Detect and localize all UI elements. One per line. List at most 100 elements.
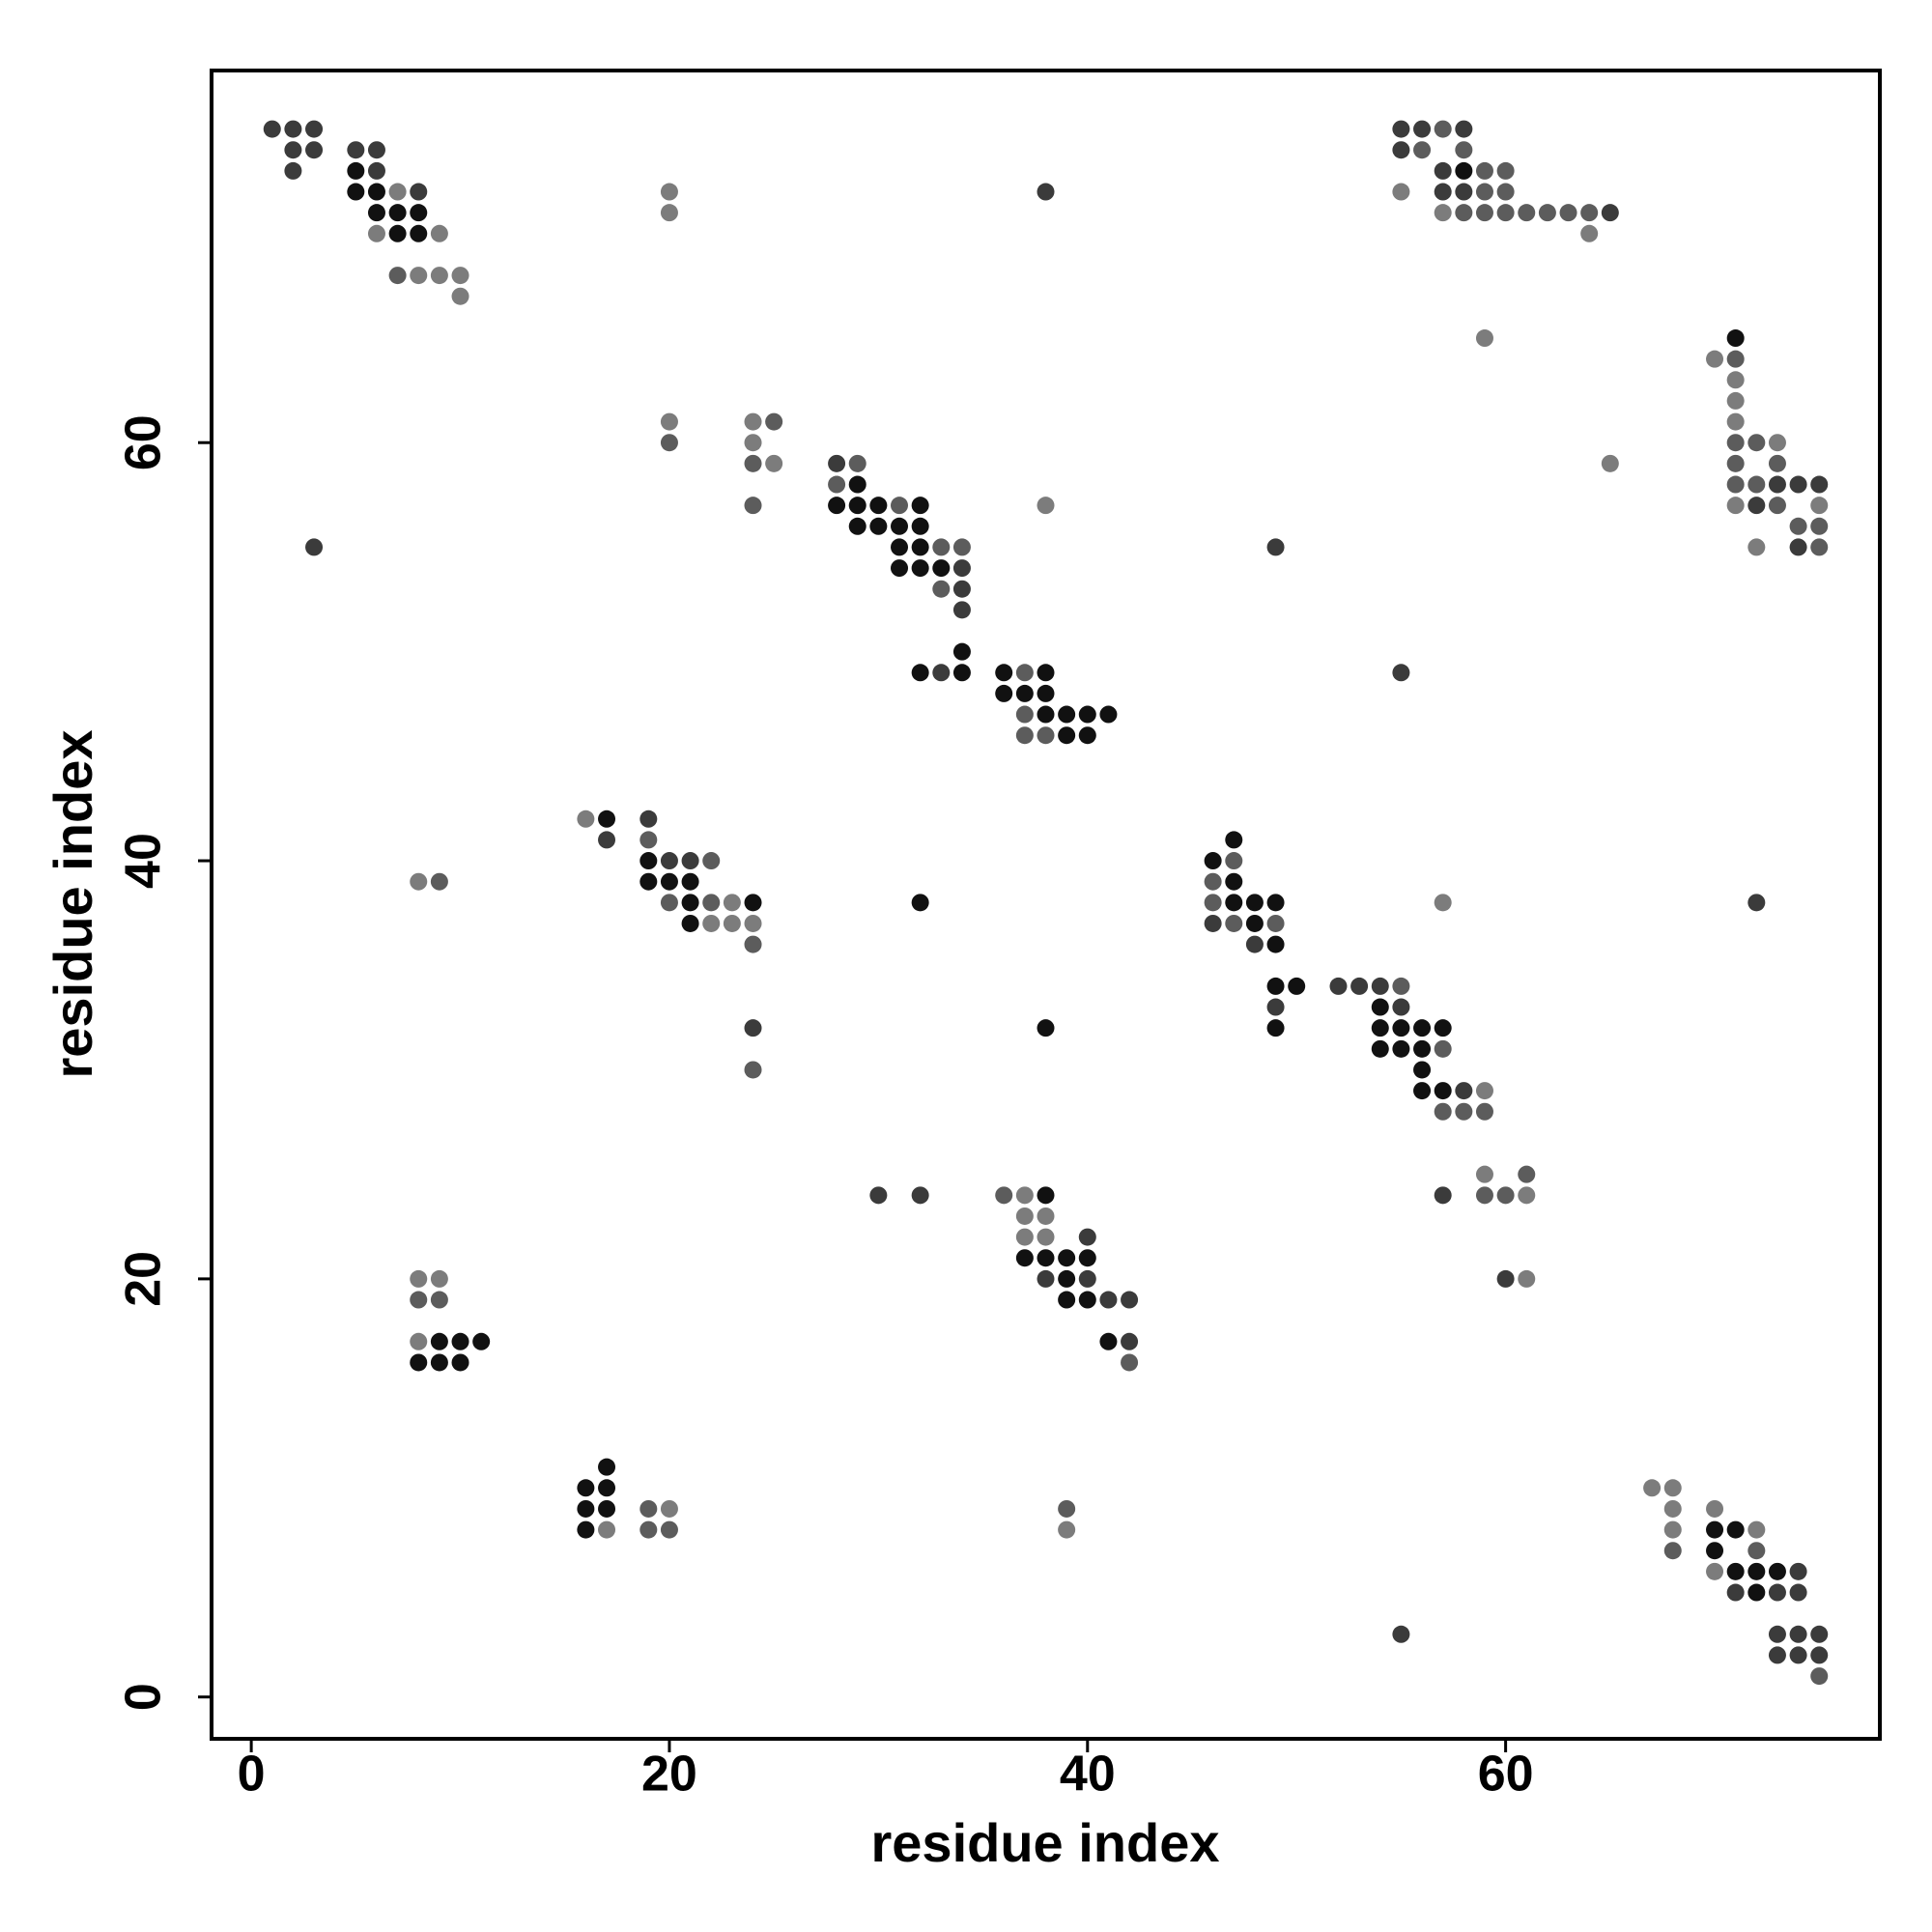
point: [1204, 914, 1222, 932]
point: [430, 1353, 448, 1372]
point: [744, 935, 762, 953]
point: [1726, 475, 1745, 494]
point: [1078, 726, 1096, 745]
point: [1078, 1228, 1096, 1246]
point: [1392, 977, 1410, 995]
point: [891, 517, 909, 535]
point: [1475, 204, 1493, 222]
point: [1601, 204, 1619, 222]
point: [598, 1499, 616, 1518]
point: [1037, 726, 1055, 745]
point: [1768, 475, 1786, 494]
point: [367, 161, 385, 180]
point: [1371, 1039, 1389, 1058]
point: [1455, 183, 1473, 201]
point: [744, 914, 762, 932]
point: [1789, 1562, 1807, 1580]
point: [639, 1499, 658, 1518]
point: [911, 1186, 929, 1205]
point: [1789, 538, 1807, 556]
point: [639, 1520, 658, 1539]
point: [1747, 1583, 1766, 1602]
point: [660, 894, 678, 912]
point: [1768, 1583, 1786, 1602]
point: [911, 894, 929, 912]
point: [1037, 497, 1055, 515]
point: [1475, 183, 1493, 201]
point: [1601, 454, 1619, 472]
point: [598, 1520, 616, 1539]
point: [1726, 454, 1745, 472]
point: [1580, 204, 1599, 222]
point: [1015, 664, 1034, 682]
point: [410, 183, 428, 201]
point: [1413, 1061, 1432, 1079]
point: [1434, 120, 1452, 138]
point: [430, 1269, 448, 1288]
point: [1015, 1249, 1034, 1267]
point: [952, 559, 971, 578]
point: [1810, 538, 1829, 556]
point: [1225, 831, 1243, 849]
point: [1392, 1039, 1410, 1058]
point: [1496, 161, 1515, 180]
point: [367, 204, 385, 222]
point: [472, 1332, 491, 1350]
point: [1058, 726, 1076, 745]
point: [1434, 161, 1452, 180]
point: [1768, 1562, 1786, 1580]
point: [577, 810, 595, 828]
point: [1037, 1186, 1055, 1205]
point: [410, 872, 428, 891]
point: [577, 1479, 595, 1497]
point: [1392, 120, 1410, 138]
point: [1810, 475, 1829, 494]
point: [430, 1291, 448, 1309]
point: [451, 267, 469, 285]
point: [1518, 204, 1536, 222]
point: [744, 497, 762, 515]
point: [1789, 1583, 1807, 1602]
point: [828, 497, 846, 515]
point: [1663, 1520, 1682, 1539]
point: [1434, 1102, 1452, 1121]
point: [639, 872, 658, 891]
point: [347, 141, 365, 159]
point: [911, 497, 929, 515]
point: [765, 454, 783, 472]
point: [1245, 894, 1264, 912]
point: [263, 120, 281, 138]
point: [995, 664, 1013, 682]
point: [1643, 1479, 1662, 1497]
point: [1099, 1332, 1118, 1350]
point: [1204, 894, 1222, 912]
point: [1747, 434, 1766, 452]
point: [848, 475, 867, 494]
point: [1204, 852, 1222, 870]
point: [1810, 517, 1829, 535]
point: [660, 434, 678, 452]
point: [1266, 538, 1285, 556]
point: [1475, 1102, 1493, 1121]
point: [1810, 1625, 1829, 1643]
plot-frame: [210, 69, 1882, 1741]
point: [410, 1353, 428, 1372]
point: [1455, 1082, 1473, 1100]
y-axis-label: residue index: [43, 729, 103, 1078]
y-tick-label: 0: [116, 1683, 172, 1711]
point: [1726, 412, 1745, 431]
point: [1455, 141, 1473, 159]
point: [1726, 1562, 1745, 1580]
point: [430, 224, 448, 242]
point: [1371, 977, 1389, 995]
point: [1434, 183, 1452, 201]
point: [410, 1269, 428, 1288]
point: [952, 601, 971, 619]
point: [1266, 1019, 1285, 1037]
point: [1015, 705, 1034, 724]
point: [1058, 1520, 1076, 1539]
point: [451, 1353, 469, 1372]
x-tick-label: 0: [238, 1747, 266, 1803]
point: [660, 1499, 678, 1518]
x-tick-label: 20: [641, 1747, 697, 1803]
